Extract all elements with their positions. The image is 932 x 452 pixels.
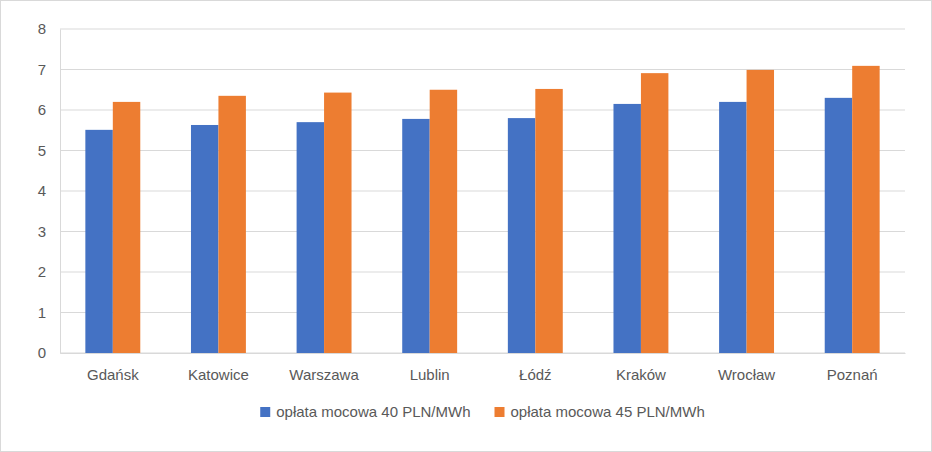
y-tick: 2 <box>38 263 60 280</box>
x-tick: Lublin <box>410 353 450 383</box>
y-tick: 1 <box>38 304 60 321</box>
x-tick: Poznań <box>827 353 878 383</box>
bar <box>852 66 879 353</box>
x-tick: Gdańsk <box>87 353 139 383</box>
legend-item: opłata mocowa 45 PLN/MWh <box>495 403 705 420</box>
x-tick-label: Łódź <box>519 366 552 383</box>
x-tick: Kraków <box>616 353 666 383</box>
bar <box>825 98 852 353</box>
bar <box>535 89 562 353</box>
bar-series <box>85 98 852 353</box>
grid <box>60 29 905 353</box>
grid-line <box>60 69 905 70</box>
bar <box>613 104 640 353</box>
x-tick-label: Warszawa <box>289 366 359 383</box>
grid-line <box>60 110 905 111</box>
chart: 0 1 2 3 4 5 6 7 8 Gdańsk Katowice Warszawa Lublin Łód… <box>0 0 932 452</box>
bar <box>324 93 351 353</box>
y-tick: 6 <box>38 101 60 118</box>
bar <box>297 122 324 353</box>
legend: opłata mocowa 40 PLN/MWh opłata mocowa 45… <box>260 403 705 420</box>
bar <box>508 118 535 353</box>
bar <box>641 73 668 353</box>
y-tick-label: 4 <box>38 182 46 199</box>
y-tick: 8 <box>38 20 60 37</box>
legend-label: opłata mocowa 45 PLN/MWh <box>511 403 705 420</box>
x-tick: Łódź <box>519 353 552 383</box>
y-tick-label: 8 <box>38 20 46 37</box>
y-tick-label: 1 <box>38 304 46 321</box>
y-tick-label: 0 <box>38 344 46 361</box>
bar <box>191 125 218 353</box>
y-tick-label: 3 <box>38 223 46 240</box>
bar <box>430 90 457 353</box>
x-tick-label: Kraków <box>616 366 666 383</box>
grid-line <box>60 272 905 273</box>
grid-line <box>60 29 905 30</box>
grid-line <box>60 191 905 192</box>
y-axis-line <box>60 30 61 354</box>
x-tick-label: Gdańsk <box>87 366 139 383</box>
chart-frame <box>1 1 932 452</box>
y-tick: 7 <box>38 61 60 78</box>
x-tick: Warszawa <box>289 353 359 383</box>
x-tick-label: Poznań <box>827 366 878 383</box>
y-tick: 5 <box>38 142 60 159</box>
x-axis-line <box>61 353 906 354</box>
bar <box>747 70 774 353</box>
legend-swatch <box>495 407 505 417</box>
y-tick: 4 <box>38 182 60 199</box>
y-tick: 0 <box>38 344 60 361</box>
plot: 0 1 2 3 4 5 6 7 8 Gdańsk Katowice Warszawa Lublin Łód… <box>38 20 906 382</box>
y-tick-label: 5 <box>38 142 46 159</box>
legend-label: opłata mocowa 40 PLN/MWh <box>276 403 470 420</box>
x-tick-label: Lublin <box>410 366 450 383</box>
grid-line <box>60 150 905 151</box>
x-tick-label: Wrocław <box>718 366 775 383</box>
bar-series <box>113 66 880 353</box>
y-tick-label: 2 <box>38 263 46 280</box>
legend-swatch <box>260 407 270 417</box>
bar <box>113 102 140 353</box>
y-tick-label: 6 <box>38 101 46 118</box>
x-tick: Wrocław <box>718 353 775 383</box>
x-tick-label: Katowice <box>188 366 249 383</box>
bar <box>719 102 746 353</box>
legend-item: opłata mocowa 40 PLN/MWh <box>260 403 470 420</box>
y-tick-label: 7 <box>38 61 46 78</box>
y-tick: 3 <box>38 223 60 240</box>
grid-line <box>60 353 905 354</box>
bars <box>85 66 879 353</box>
y-axis: 0 1 2 3 4 5 6 7 8 <box>38 20 61 361</box>
x-tick: Katowice <box>188 353 249 383</box>
grid-line <box>60 312 905 313</box>
bar <box>218 96 245 353</box>
bar <box>402 119 429 353</box>
bar <box>85 130 112 353</box>
grid-line <box>60 231 905 232</box>
x-axis: Gdańsk Katowice Warszawa Lublin Łódź Kraków Wr… <box>61 353 906 383</box>
